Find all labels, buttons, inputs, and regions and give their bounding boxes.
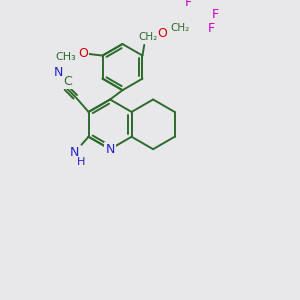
- Text: CH₂: CH₂: [170, 23, 189, 33]
- Text: H: H: [77, 157, 86, 166]
- Text: C: C: [63, 75, 72, 88]
- Text: F: F: [208, 22, 215, 35]
- Text: O: O: [78, 47, 88, 60]
- Text: N: N: [105, 143, 115, 156]
- Text: N: N: [70, 146, 79, 159]
- Text: CH₂: CH₂: [138, 32, 158, 42]
- Text: CH₃: CH₃: [55, 52, 76, 62]
- Text: N: N: [54, 66, 63, 80]
- Text: O: O: [157, 27, 167, 40]
- Text: F: F: [212, 8, 219, 21]
- Text: F: F: [185, 0, 192, 9]
